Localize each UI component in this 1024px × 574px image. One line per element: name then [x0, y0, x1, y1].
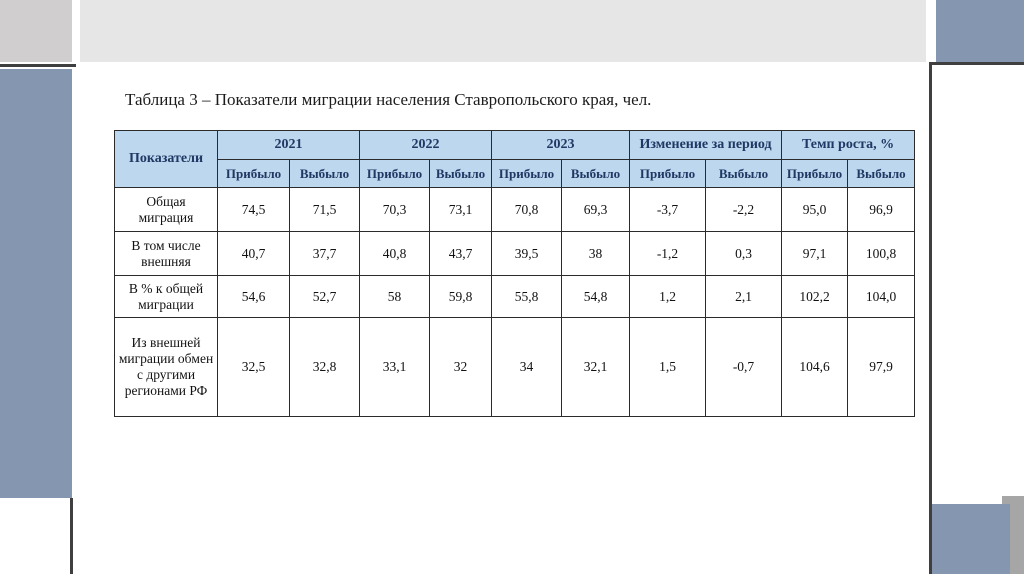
decor-right-horizontal-line: [929, 62, 1024, 65]
sub-header-departed: Выбыло: [289, 159, 360, 188]
decor-left-top-line: [0, 64, 76, 67]
decor-top-strip: [80, 0, 926, 62]
value-cell: 32,5: [217, 317, 290, 417]
value-cell: 2,1: [704, 275, 783, 318]
value-cell: 39,5: [491, 231, 562, 276]
value-cell: 34: [491, 317, 562, 417]
value-cell: 96,9: [847, 187, 916, 232]
row-label: Общая миграция: [114, 187, 218, 232]
group-header-2021: 2021: [217, 130, 360, 160]
value-cell: 58: [359, 275, 430, 318]
sub-header-arrived: Прибыло: [217, 159, 290, 188]
decor-top-right-block: [936, 0, 1024, 62]
decor-left-bar: [0, 69, 72, 498]
value-cell: 97,1: [781, 231, 849, 276]
sub-header-departed: Выбыло: [429, 159, 492, 188]
value-cell: 37,7: [289, 231, 360, 276]
value-cell: 70,8: [491, 187, 562, 232]
value-cell: 32: [429, 317, 492, 417]
value-cell: 1,2: [629, 275, 706, 318]
table-row: Из внешней миграции обмен с другими реги…: [114, 317, 916, 417]
table-title: Таблица 3 – Показатели миграции населени…: [125, 90, 652, 109]
value-cell: 55,8: [491, 275, 562, 318]
value-cell: 52,7: [289, 275, 360, 318]
value-cell: 104,6: [781, 317, 849, 417]
value-cell: 74,5: [217, 187, 290, 232]
value-cell: 73,1: [429, 187, 492, 232]
value-cell: 43,7: [429, 231, 492, 276]
value-cell: 102,2: [781, 275, 849, 318]
group-header-2023: 2023: [491, 130, 630, 160]
group-header-growth-rate: Темп роста, %: [781, 130, 916, 160]
sub-header-arrived: Прибыло: [491, 159, 562, 188]
value-cell: 0,3: [704, 231, 783, 276]
value-cell: 54,8: [561, 275, 630, 318]
migration-table: Показатели 2021 2022 2023 Изменение за п…: [114, 130, 916, 417]
value-cell: -0,7: [704, 317, 783, 417]
value-cell: 71,5: [289, 187, 360, 232]
value-cell: 70,3: [359, 187, 430, 232]
sub-header-row: Прибыло Выбыло Прибыло Выбыло Прибыло Выбыло П…: [115, 159, 916, 188]
value-cell: -1,2: [629, 231, 706, 276]
value-cell: -3,7: [629, 187, 706, 232]
row-label: Из внешней миграции обмен с другими реги…: [114, 317, 218, 417]
corner-header-indicators: Показатели: [114, 130, 218, 188]
row-label: В % к общей миграции: [114, 275, 218, 318]
row-label: В том числе внешняя: [114, 231, 218, 276]
decor-right-vertical-line: [929, 62, 932, 574]
value-cell: 54,6: [217, 275, 290, 318]
decor-top-left-square: [0, 0, 72, 62]
group-header-period-change: Изменение за период: [628, 130, 783, 160]
sub-header-departed: Выбыло: [704, 159, 783, 188]
table-row: В % к общей миграции 54,6 52,7 58 59,8 55,8 54…: [114, 275, 916, 318]
decor-bottom-right-blue-block: [932, 504, 1010, 574]
table-row: Общая миграция 74,5 71,5 70,3 73,1 70,8 69,3 -3…: [114, 187, 916, 232]
table-row: В том числе внешняя 40,7 37,7 40,8 43,7 39,5 3…: [114, 231, 916, 276]
value-cell: 32,8: [289, 317, 360, 417]
value-cell: 104,0: [847, 275, 916, 318]
sub-header-arrived: Прибыло: [629, 159, 706, 188]
sub-header-arrived: Прибыло: [359, 159, 430, 188]
sub-header-departed: Выбыло: [847, 159, 916, 188]
value-cell: 33,1: [359, 317, 430, 417]
value-cell: 97,9: [847, 317, 916, 417]
value-cell: 38: [561, 231, 630, 276]
value-cell: 59,8: [429, 275, 492, 318]
group-header-2022: 2022: [359, 130, 492, 160]
group-header-row: Показатели 2021 2022 2023 Изменение за п…: [114, 130, 916, 188]
sub-header-departed: Выбыло: [561, 159, 630, 188]
value-cell: -2,2: [704, 187, 783, 232]
value-cell: 100,8: [847, 231, 916, 276]
value-cell: 95,0: [781, 187, 849, 232]
value-cell: 40,8: [359, 231, 430, 276]
value-cell: 1,5: [629, 317, 706, 417]
value-cell: 69,3: [561, 187, 630, 232]
value-cell: 40,7: [217, 231, 290, 276]
decor-bottom-left-line: [70, 498, 73, 574]
value-cell: 32,1: [561, 317, 630, 417]
sub-header-arrived: Прибыло: [781, 159, 849, 188]
